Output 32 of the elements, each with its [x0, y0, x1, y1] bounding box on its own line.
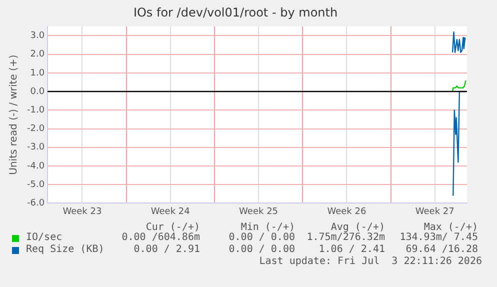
text: 1.06 / 2.41: [318, 244, 385, 255]
y-tick-label: -1.0: [27, 105, 45, 116]
y-tick-label: -4.0: [27, 161, 45, 172]
text: Max (-/+): [424, 222, 478, 233]
text: 69.64 /16.28: [406, 244, 478, 255]
text: 1.75m/276.32m: [306, 232, 385, 243]
text: 0.00 / 2.91: [134, 244, 200, 255]
y-tick-label: -2.0: [27, 124, 45, 134]
x-tick-label: Week 24: [150, 206, 190, 217]
text: Last update: Fri Jul 3 22:11:26 2026: [259, 256, 482, 267]
y-tick-label: 0.0: [30, 86, 45, 97]
text: 0.00 /604.86m: [122, 232, 200, 243]
text: Min (-/+): [240, 222, 295, 233]
text: Avg (-/+): [330, 222, 385, 233]
x-tick-label: Week 25: [239, 206, 278, 217]
x-tick-label: Week 23: [62, 206, 102, 217]
chart-title: IOs for /dev/vol01/root - by month: [133, 5, 338, 20]
y-tick-label: -6.0: [27, 198, 45, 209]
y-tick-label: 1.0: [30, 68, 45, 78]
y-tick-label: 2.0: [30, 50, 45, 60]
x-tick-label: Week 27: [415, 206, 454, 217]
y-tick-label: -3.0: [27, 142, 45, 153]
x-tick-label: Week 26: [327, 206, 366, 217]
y-tick-label: 3.0: [30, 31, 45, 42]
legend-label: Req Size (KB): [26, 244, 104, 255]
y-tick-label: -5.0: [27, 180, 45, 190]
legend-label: IO/sec: [26, 232, 62, 243]
text: Cur (-/+): [146, 222, 200, 233]
y-axis-title: Units read (-) / write (+): [8, 54, 20, 175]
text: 134.93m/ 7.45: [400, 232, 478, 243]
text: 0.00 / 0.00: [228, 232, 295, 243]
text: 0.00 / 0.00: [228, 244, 295, 255]
